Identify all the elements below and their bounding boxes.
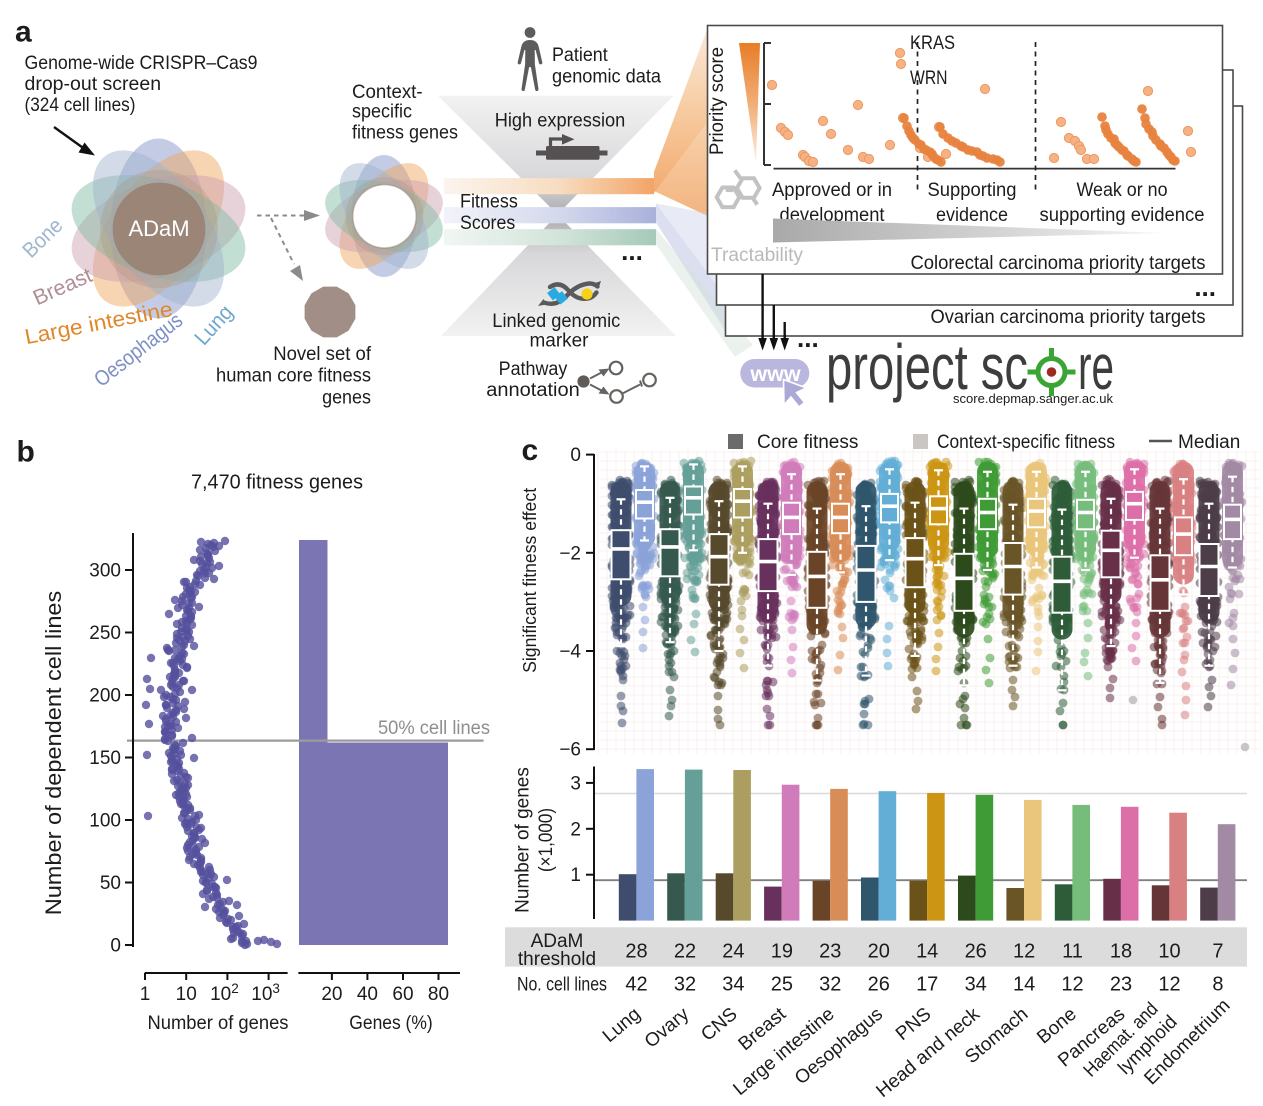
svg-text:KRAS: KRAS xyxy=(910,33,955,54)
svg-text:Fitness: Fitness xyxy=(460,192,518,213)
svg-text:drop-out screen: drop-out screen xyxy=(25,73,162,95)
svg-text:Context-specific fitness: Context-specific fitness xyxy=(937,432,1115,453)
svg-text:Genome-wide CRISPR–Cas9: Genome-wide CRISPR–Cas9 xyxy=(25,52,258,74)
svg-text:Number of genes: Number of genes xyxy=(148,1013,289,1034)
svg-text:c: c xyxy=(522,434,539,467)
svg-text:annotation: annotation xyxy=(486,380,580,401)
svg-text:7,470 fitness genes: 7,470 fitness genes xyxy=(191,472,363,494)
svg-text:Median: Median xyxy=(1178,432,1240,453)
svg-text:fitness genes: fitness genes xyxy=(352,122,458,143)
svg-text:Patient: Patient xyxy=(552,45,608,66)
svg-text:50% cell lines: 50% cell lines xyxy=(378,718,490,739)
svg-text:ADaM: ADaM xyxy=(128,216,189,241)
svg-text:80: 80 xyxy=(428,984,449,1005)
svg-text:20: 20 xyxy=(321,984,342,1005)
svg-text:genomic data: genomic data xyxy=(552,67,661,88)
svg-text:human core fitness: human core fitness xyxy=(216,366,371,387)
svg-text:Novel set of: Novel set of xyxy=(273,344,372,365)
svg-text:0: 0 xyxy=(110,936,121,957)
svg-text:Tractability: Tractability xyxy=(711,245,803,266)
svg-text:...: ... xyxy=(621,236,643,266)
svg-text:evidence: evidence xyxy=(936,205,1008,226)
svg-text:score.depmap.sanger.ac.uk: score.depmap.sanger.ac.uk xyxy=(953,391,1113,406)
svg-text:Approved or in: Approved or in xyxy=(772,180,892,201)
svg-text:1: 1 xyxy=(140,984,151,1005)
svg-text:a: a xyxy=(15,16,32,49)
svg-text:Core fitness: Core fitness xyxy=(757,432,858,453)
svg-text:...: ... xyxy=(1194,272,1216,302)
svg-text:WRN: WRN xyxy=(910,68,948,89)
svg-text:Priority score: Priority score xyxy=(707,47,728,155)
svg-text:300: 300 xyxy=(89,561,121,582)
svg-text:High expression: High expression xyxy=(495,110,626,131)
svg-text:Pathway: Pathway xyxy=(499,359,568,380)
svg-text:Colorectal carcinoma priority: Colorectal carcinoma priority targets xyxy=(911,253,1206,274)
svg-text:specific: specific xyxy=(352,102,412,123)
svg-text:Ovarian carcinoma priority tar: Ovarian carcinoma priority targets xyxy=(931,307,1206,328)
svg-text:...: ... xyxy=(797,323,819,353)
svg-text:Genes (%): Genes (%) xyxy=(349,1013,432,1034)
svg-text:Supporting: Supporting xyxy=(928,180,1017,201)
svg-text:marker: marker xyxy=(530,331,590,352)
svg-text:supporting evidence: supporting evidence xyxy=(1040,205,1205,226)
svg-text:40: 40 xyxy=(357,984,378,1005)
svg-text:100: 100 xyxy=(89,811,121,832)
svg-text:Number of dependent cell lines: Number of dependent cell lines xyxy=(41,591,66,916)
svg-text:b: b xyxy=(17,436,35,469)
svg-text:60: 60 xyxy=(392,984,413,1005)
svg-text:Context-: Context- xyxy=(352,82,423,103)
svg-text:50: 50 xyxy=(100,873,121,894)
svg-text:150: 150 xyxy=(89,748,121,769)
svg-text:200: 200 xyxy=(89,686,121,707)
svg-text:Linked genomic: Linked genomic xyxy=(492,311,620,332)
svg-text:(324 cell lines): (324 cell lines) xyxy=(25,94,136,116)
svg-text:genes: genes xyxy=(322,387,371,408)
svg-text:10: 10 xyxy=(176,984,197,1005)
svg-text:Weak or no: Weak or no xyxy=(1077,180,1168,201)
svg-text:Scores: Scores xyxy=(460,213,515,234)
svg-text:250: 250 xyxy=(89,623,121,644)
